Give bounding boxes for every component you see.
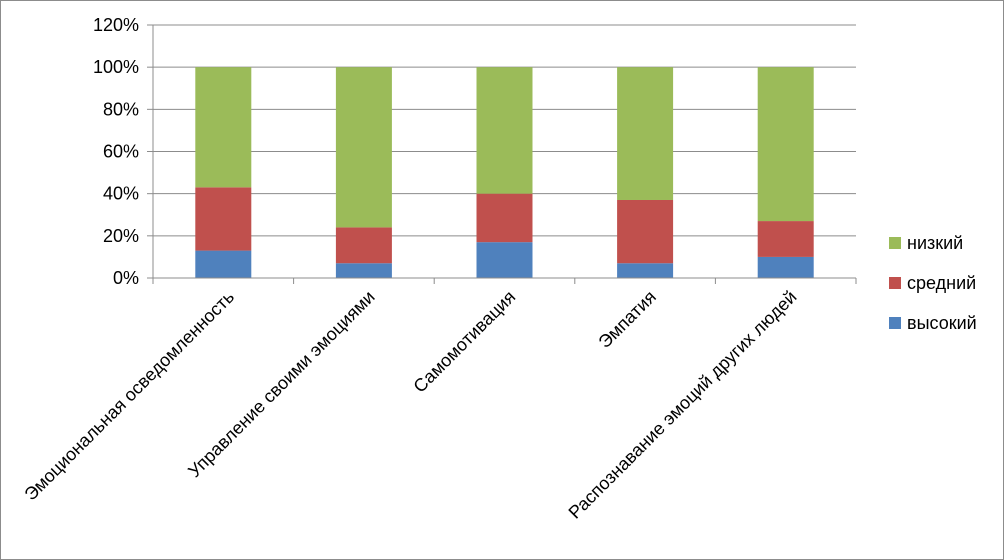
bar-segment (757, 67, 814, 222)
bar-segment (335, 67, 392, 228)
legend-swatch (889, 317, 901, 329)
bar-segment (476, 67, 533, 194)
bar-segment (757, 256, 814, 278)
x-axis-category-labels: Эмоциональная осведомленностьУправление … (20, 287, 800, 523)
bar-segment (195, 67, 252, 188)
bar-segment (195, 187, 252, 251)
bar-segment (476, 242, 533, 278)
bar-segment (617, 199, 674, 264)
bar-segment (476, 193, 533, 243)
axes (152, 25, 857, 284)
bar-segment (757, 221, 814, 257)
legend-label: низкий (907, 233, 963, 253)
y-axis-ticks: 0% 20% 40% 60% 80% 100% 120% (93, 15, 153, 288)
y-tick-label: 80% (103, 99, 139, 119)
y-tick-label: 100% (93, 57, 139, 77)
y-tick-label: 20% (103, 226, 139, 246)
bars (195, 67, 814, 278)
y-tick-label: 40% (103, 184, 139, 204)
bar-segment (195, 250, 252, 278)
legend-label: высокий (907, 313, 977, 333)
x-category-label: Самомотивация (409, 287, 519, 397)
y-tick-label: 0% (113, 268, 139, 288)
bar-segment (335, 227, 392, 264)
y-tick-label: 60% (103, 142, 139, 162)
legend-swatch (889, 237, 901, 249)
y-tick-label: 120% (93, 15, 139, 35)
bar-segment (617, 263, 674, 278)
legend-swatch (889, 277, 901, 289)
x-category-label: Эмпатия (594, 287, 659, 352)
legend-label: средний (907, 273, 976, 293)
bar-segment (335, 263, 392, 278)
bar-segment (617, 67, 674, 200)
legend: низкий средний высокий (889, 233, 977, 333)
x-category-label: Распознавание эмоций других людей (565, 287, 801, 523)
